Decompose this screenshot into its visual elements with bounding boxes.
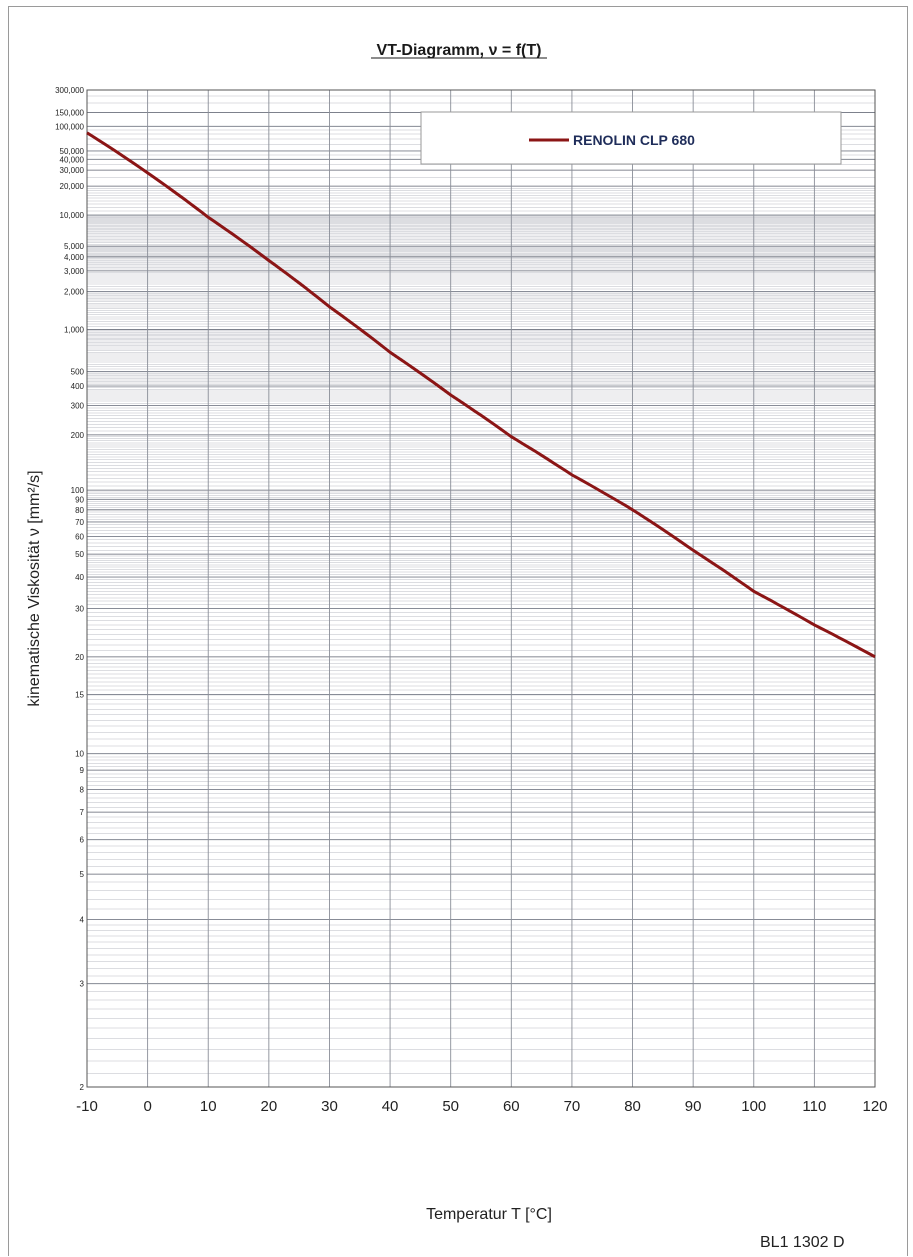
vt-chart: VT-Diagramm, ν = f(T) 300,000 150,000 100,… [9,7,909,1257]
x-tick-label: 30 [321,1098,338,1115]
x-axis-label: Temperatur T [°C] [426,1206,552,1223]
y-tick-label: 5,000 [64,242,85,251]
y-tick-label: 300,000 [55,86,84,95]
y-tick-label: 40,000 [60,155,85,164]
y-tick-label: 2,000 [64,287,85,296]
y-tick-label: 60 [75,532,84,541]
y-tick-label: 3,000 [64,267,85,276]
y-tick-label: 200 [71,431,85,440]
y-tick-label: 70 [75,518,84,527]
y-tick-label: 9 [80,766,85,775]
y-tick-label: 7 [80,808,85,817]
legend-label: RENOLIN CLP 680 [573,132,695,148]
y-axis-label: kinematische Viskosität ν [mm²/s] [26,470,43,706]
y-tick-label: 40 [75,573,84,582]
y-tick-label: 30 [75,604,84,613]
x-tick-label: 80 [624,1098,641,1115]
y-tick-label: 4,000 [64,253,85,262]
x-tick-label: 50 [442,1098,459,1115]
chart-title: VT-Diagramm, ν = f(T) [377,42,542,59]
y-tick-label: 5 [80,870,85,879]
x-tick-labels: -10 0 10 20 30 40 50 60 70 80 90 100 110 120 [76,1098,887,1115]
y-tick-label: 4 [80,915,85,924]
x-tick-label: 20 [261,1098,278,1115]
y-tick-label: 500 [71,368,85,377]
x-tick-label: 70 [564,1098,581,1115]
y-tick-label: 8 [80,785,85,794]
x-tick-label: 60 [503,1098,520,1115]
y-tick-label: 150,000 [55,108,84,117]
x-tick-label: 40 [382,1098,399,1115]
grid [87,90,875,1087]
x-tick-label: 10 [200,1098,217,1115]
y-tick-label: 2 [80,1083,85,1092]
y-tick-label: 90 [75,495,84,504]
x-tick-label: 110 [802,1098,826,1115]
y-tick-label: 6 [80,836,85,845]
y-tick-labels: 300,000150,000100,00050,00040,00030,0002… [55,86,84,1092]
y-tick-label: 80 [75,506,84,515]
y-tick-label: 20 [75,653,84,662]
chart-frame: VT-Diagramm, ν = f(T) 300,000 150,000 100,… [8,6,908,1256]
y-tick-label: 100,000 [55,122,84,131]
y-tick-label: 30,000 [60,166,85,175]
y-tick-label: 300 [71,402,85,411]
legend: RENOLIN CLP 680 [421,112,841,164]
y-tick-label: 15 [75,691,84,700]
y-tick-label: 100 [71,486,85,495]
y-tick-label: 10 [75,750,84,759]
x-tick-label: -10 [76,1098,98,1115]
y-tick-label: 20,000 [60,182,85,191]
x-tick-label: 100 [741,1098,766,1115]
y-tick-label: 400 [71,382,85,391]
document-code: BL1 1302 D [760,1234,845,1252]
y-tick-label: 1,000 [64,325,85,334]
x-tick-label: 90 [685,1098,702,1115]
y-tick-label: 10,000 [60,211,85,220]
x-tick-label: 0 [143,1098,151,1115]
x-tick-label: 120 [862,1098,887,1115]
y-tick-label: 50 [75,550,84,559]
y-tick-label: 3 [80,980,85,989]
